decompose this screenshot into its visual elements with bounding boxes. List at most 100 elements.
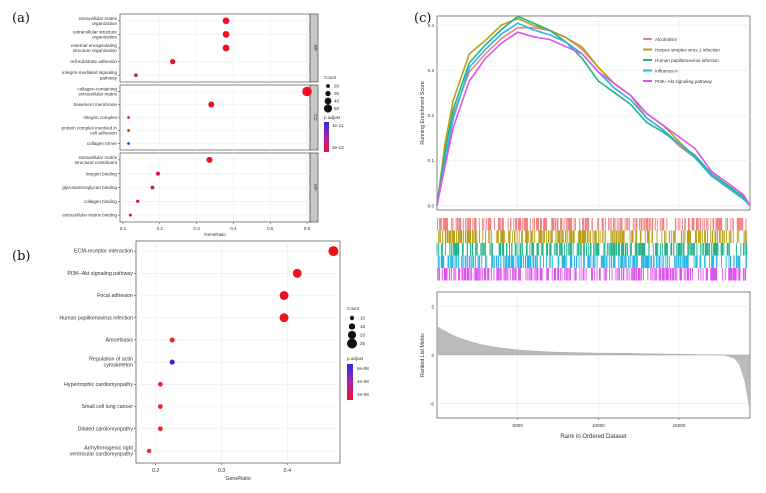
y-tick-label: 0.1 — [428, 158, 435, 163]
data-point — [134, 73, 138, 77]
panel-label-c: (c) — [414, 11, 431, 26]
legend-color-title: p.adjust — [347, 356, 364, 361]
x-tick-label: 0.4 — [284, 468, 291, 474]
term-label: Hypertrophic cardiomyopathy — [64, 382, 133, 388]
x-tick-label: 0.2 — [152, 468, 159, 474]
legend-count-value: 15 — [360, 324, 366, 329]
y-axis-label-bottom: Ranked List Metric — [420, 333, 426, 377]
hit-marks — [437, 268, 747, 281]
legend-count-value: 40 — [334, 99, 340, 104]
term-label: extracellular matrix structural constitue… — [75, 155, 118, 165]
data-point — [157, 381, 163, 387]
x-tick-label: 0.5 — [267, 226, 274, 231]
term-label: Dilated cardiomyopathy — [78, 426, 134, 432]
term-label: ECM-receptor interaction — [74, 249, 133, 255]
hit-marks — [438, 230, 748, 243]
term-label: extracellular matrix binding — [62, 213, 117, 218]
panel-label-b: (b) — [12, 249, 30, 264]
legend-entry: Herpes simplex virus 1 infection — [655, 47, 720, 52]
term-label: Small cell lung cancer — [81, 404, 133, 410]
data-point — [136, 199, 140, 203]
term-label: collagen trimer — [87, 141, 118, 146]
legend-color-title: p.adjust — [324, 115, 341, 120]
term-label: integrin complex — [84, 115, 118, 120]
x-tick-label: 0.1 — [120, 226, 127, 231]
x-tick-label: 15000 — [673, 423, 686, 428]
legend-count-value: 10 — [360, 316, 366, 321]
legend-count-dot — [348, 323, 356, 330]
facet-label: BP — [313, 45, 318, 51]
facet-label: MF — [313, 184, 318, 191]
term-label: Focal adhesion — [97, 293, 133, 299]
data-point — [128, 213, 132, 217]
term-label: extracellular structure organization — [73, 29, 117, 39]
data-point — [222, 44, 230, 52]
hit-marks — [436, 243, 748, 256]
data-point — [222, 17, 230, 25]
data-point — [157, 426, 163, 432]
data-point — [206, 156, 213, 163]
go-dotplot-panel: BP extracellular matrix organization extrac… — [62, 13, 344, 237]
data-point — [208, 101, 215, 108]
legend-count-dot — [347, 338, 357, 349]
legend-count-value: 50 — [334, 106, 340, 111]
term-label: Human papillomavirus infection — [59, 315, 133, 321]
legend-color-label: 4e-08 — [357, 379, 369, 384]
term-label: integrin binding — [86, 171, 118, 176]
data-point — [302, 86, 312, 97]
term-label: basement membrane — [74, 102, 118, 107]
data-point — [127, 142, 130, 145]
y-tick-label: 5 — [431, 304, 434, 309]
term-label: Regulation of actin cytoskeleton — [89, 357, 133, 369]
legend-entry: Human papillomavirus infection — [655, 58, 719, 63]
gsea-plot-panel: 0.0 0.1 0.2 0.3 0.4 Running Enrichment Score A… — [420, 15, 751, 440]
legend-count-dot — [349, 315, 355, 321]
term-label: integrin-mediated signaling pathway — [62, 70, 118, 80]
term-label: collagen-containing extracellular matrix — [77, 87, 117, 97]
legend-color-label: 1e-11 — [332, 123, 344, 128]
data-point — [155, 171, 161, 176]
y-tick-label: 0.4 — [428, 23, 435, 28]
legend-color-label: 3e-12 — [332, 145, 344, 150]
legend-color-label: 6e-08 — [357, 366, 369, 371]
data-point — [169, 337, 175, 343]
legend-count-dot — [323, 104, 333, 113]
es-line — [436, 15, 751, 206]
legend-entry: Alcoholism — [655, 37, 677, 42]
legend-color-bar — [347, 364, 353, 400]
legend-count-value: 25 — [360, 341, 366, 346]
kegg-dotplot-panel: ECM-receptor interaction PI3K–Akt signali… — [59, 240, 369, 482]
data-point — [157, 404, 163, 409]
legend-count-dot — [324, 97, 332, 105]
y-tick-label: 0 — [431, 353, 434, 358]
legend-count-value: 20 — [360, 333, 366, 338]
y-axis-label-top: Running Enrichment Score — [420, 81, 426, 144]
term-label: protein complex involved in cell adhesion — [62, 126, 118, 136]
term-label: collagen binding — [84, 199, 118, 204]
data-point — [292, 268, 302, 278]
x-axis-label: Rank in Ordered Dataset — [560, 434, 627, 440]
hit-marks — [437, 255, 747, 268]
legend-count-title: Count — [324, 75, 337, 80]
x-tick-label: 0.3 — [193, 226, 200, 231]
data-point — [222, 31, 230, 38]
x-tick-label: 10000 — [592, 423, 605, 428]
panel-label-a: (a) — [12, 11, 30, 26]
es-line — [436, 31, 751, 206]
metric-area — [436, 326, 751, 410]
facet-label: CC — [313, 114, 318, 121]
y-tick-label: 0.2 — [428, 113, 435, 118]
x-tick-label: 0.4 — [230, 226, 237, 231]
term-label: Amoebiasis — [106, 338, 134, 344]
legend-count-title: Count — [347, 306, 360, 311]
data-point — [127, 129, 130, 132]
legend-count-dot — [326, 84, 330, 88]
x-tick-label: 5000 — [513, 423, 524, 428]
x-tick-label: 0.3 — [218, 468, 225, 474]
data-point — [328, 246, 339, 257]
term-label: PI3K–Akt signaling pathway — [67, 271, 133, 277]
data-point — [169, 359, 175, 365]
x-tick-label: 0.6 — [304, 226, 311, 231]
data-point — [150, 185, 155, 190]
